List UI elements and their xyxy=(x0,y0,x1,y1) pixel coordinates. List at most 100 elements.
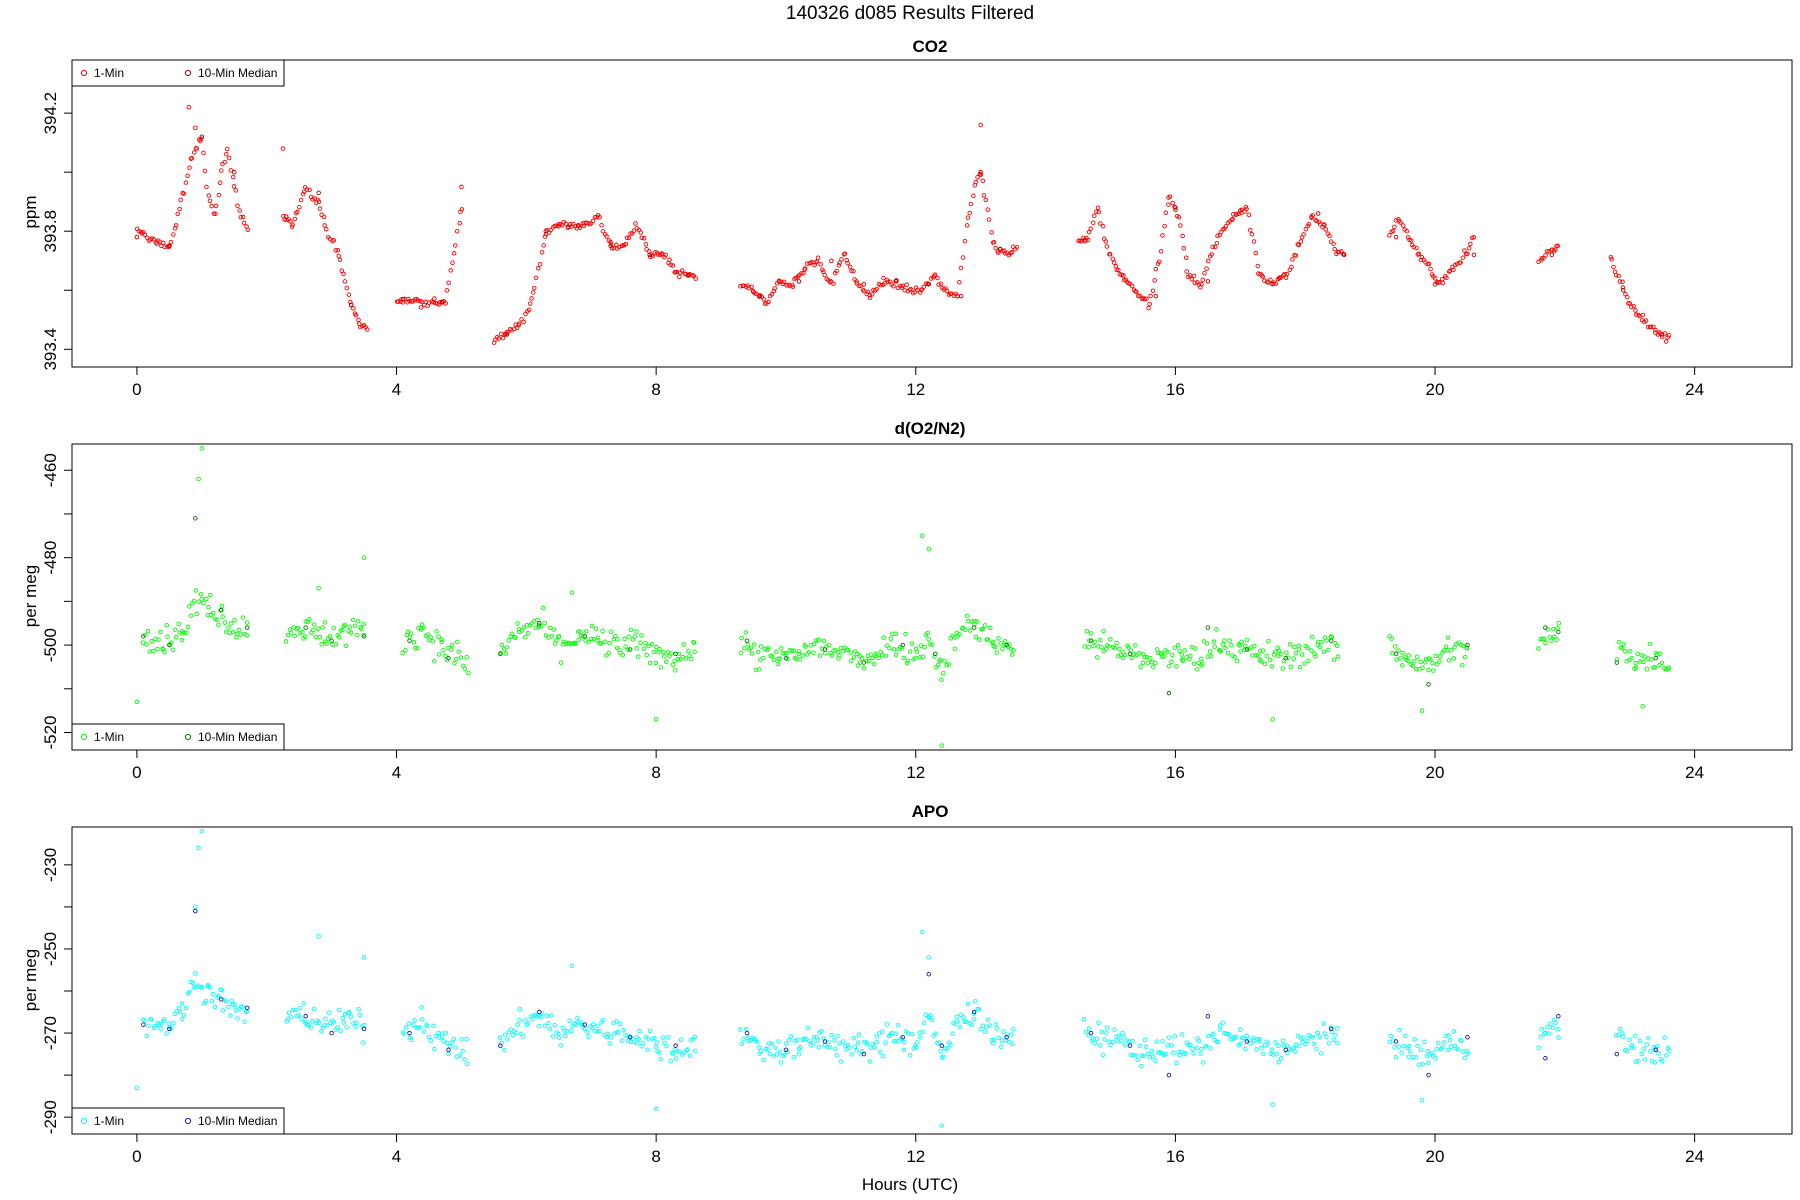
o2n2-point xyxy=(1266,638,1271,644)
o2n2-point xyxy=(848,650,853,655)
o2n2-point xyxy=(1647,641,1653,647)
o2n2-point xyxy=(446,655,451,661)
o2n2-point xyxy=(361,621,366,627)
co2-point xyxy=(1103,239,1109,244)
o2n2-point xyxy=(340,627,345,633)
co2-legend: 1-Min 10-Min Median xyxy=(71,59,285,87)
o2n2-point xyxy=(1541,636,1547,642)
o2n2-point xyxy=(1297,664,1303,670)
co2-point xyxy=(652,250,658,255)
o2n2-point xyxy=(1331,657,1337,663)
apo-point xyxy=(575,1015,580,1021)
co2-point xyxy=(529,296,534,301)
apo-point xyxy=(1086,1033,1091,1038)
apo-point xyxy=(1442,1040,1447,1045)
o2n2-point xyxy=(662,654,667,659)
o2n2-point xyxy=(782,651,787,656)
co2-x-tick-label: 12 xyxy=(906,380,925,399)
co2-point xyxy=(1253,250,1259,256)
o2n2-point xyxy=(939,677,944,683)
apo-x-tick-label: 4 xyxy=(392,1147,401,1166)
o2n2-x-tick-label: 24 xyxy=(1685,763,1704,782)
o2n2-point xyxy=(1088,638,1094,643)
co2-point xyxy=(1214,240,1220,246)
apo-point xyxy=(1269,1047,1275,1052)
o2n2-point xyxy=(226,625,231,630)
o2n2-point xyxy=(755,649,761,655)
o2n2-point xyxy=(533,625,538,631)
apo-point xyxy=(223,999,229,1004)
apo-point xyxy=(1238,1041,1243,1046)
o2n2-point xyxy=(971,625,977,630)
co2-point xyxy=(971,193,976,199)
apo-point xyxy=(401,1031,407,1037)
apo-point xyxy=(567,1018,572,1023)
o2n2-point xyxy=(1287,642,1293,647)
co2-point xyxy=(307,187,312,193)
o2n2-point xyxy=(1653,655,1658,661)
o2n2-point xyxy=(683,656,689,661)
apo-point xyxy=(692,1048,698,1054)
o2n2-legend-label: 1-Min xyxy=(94,730,124,744)
apo-point xyxy=(403,1025,409,1030)
apo-point xyxy=(926,955,932,960)
apo-point xyxy=(824,1044,830,1050)
co2-point xyxy=(935,275,940,281)
o2n2-point xyxy=(1437,659,1442,664)
apo-point xyxy=(144,1033,149,1039)
o2n2-point xyxy=(775,661,781,667)
apo-point xyxy=(1119,1038,1124,1044)
apo-point xyxy=(1196,1038,1202,1044)
o2n2-point xyxy=(876,655,881,661)
o2n2-point xyxy=(529,621,534,626)
apo-point xyxy=(196,845,201,851)
co2-point xyxy=(996,250,1001,255)
co2-point xyxy=(608,241,614,247)
o2n2-point xyxy=(1659,660,1665,666)
apo-point xyxy=(582,1022,588,1027)
o2n2-point xyxy=(944,663,949,668)
apo-point xyxy=(692,1034,698,1040)
apo-point xyxy=(1096,1020,1101,1025)
apo-point xyxy=(1396,1044,1402,1049)
co2-point xyxy=(344,285,350,291)
co2-point xyxy=(1200,277,1206,283)
o2n2-point xyxy=(941,670,946,676)
co2-point xyxy=(1609,257,1614,262)
apo-point xyxy=(592,1028,598,1034)
co2-point xyxy=(450,260,455,266)
co2-point xyxy=(446,280,451,286)
o2n2-point xyxy=(506,638,511,643)
apo-point xyxy=(1301,1035,1306,1040)
o2n2-point xyxy=(1204,641,1210,646)
co2-point xyxy=(295,209,300,215)
apo-point xyxy=(907,1052,913,1058)
co2-point xyxy=(187,165,192,170)
apo-point xyxy=(431,1023,436,1029)
co2-point xyxy=(563,221,569,226)
apo-point xyxy=(1318,1051,1324,1056)
figure-title: 140326 d085 Results Filtered xyxy=(786,3,1034,24)
co2-point xyxy=(907,287,913,293)
o2n2-point xyxy=(615,636,620,642)
co2-point xyxy=(1082,237,1087,243)
apo-point xyxy=(773,1045,778,1051)
apo-point xyxy=(1426,1072,1431,1078)
apo-point xyxy=(920,1029,925,1035)
apo-legend-marker xyxy=(184,1117,192,1125)
apo-point xyxy=(1392,1045,1397,1050)
apo-point xyxy=(1242,1046,1248,1052)
co2-point xyxy=(891,283,896,289)
co2-point xyxy=(957,280,962,285)
co2-point xyxy=(186,104,192,110)
apo-point xyxy=(1546,1031,1552,1036)
co2-point xyxy=(1137,293,1143,299)
apo-point xyxy=(590,1026,595,1031)
co2-point xyxy=(904,282,909,288)
o2n2-point xyxy=(692,649,697,655)
o2n2-point xyxy=(295,625,300,631)
apo-point xyxy=(361,1040,366,1045)
co2-x-tick-label: 20 xyxy=(1426,380,1445,399)
apo-point xyxy=(614,1019,619,1024)
apo-point xyxy=(1121,1034,1126,1039)
